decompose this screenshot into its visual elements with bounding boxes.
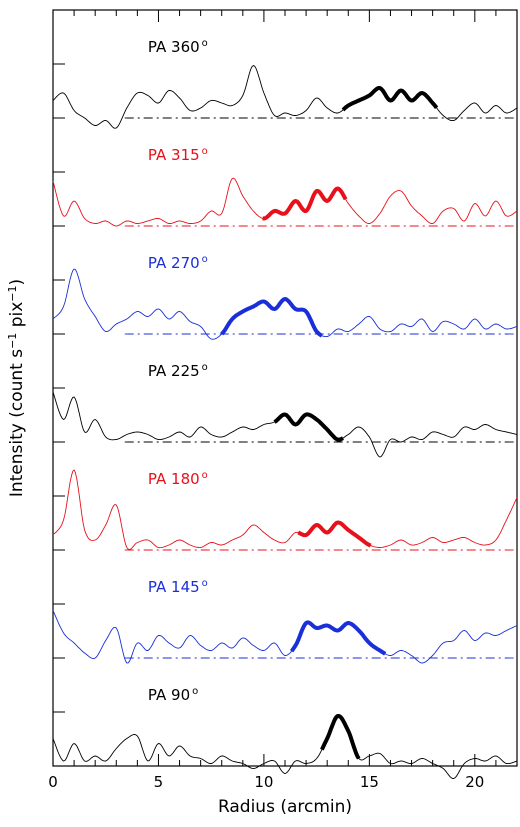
series-label-degree: o bbox=[202, 470, 208, 481]
highlight-segment bbox=[341, 86, 439, 112]
series-line bbox=[52, 469, 518, 550]
series-label: PA 270 o bbox=[148, 254, 208, 272]
y-axis-title-main: Intensity (count s bbox=[7, 349, 27, 497]
x-tick-label: 15 bbox=[360, 773, 379, 791]
series-label: PA 225 o bbox=[148, 362, 208, 380]
panel-pa-315: PA 315 o bbox=[52, 146, 518, 227]
series-label-degree: o bbox=[202, 38, 208, 49]
series-label-text: PA 90 bbox=[148, 686, 190, 704]
series-line bbox=[52, 610, 518, 664]
highlight-segment bbox=[289, 620, 387, 656]
y-axis-title-end: ) bbox=[7, 279, 27, 286]
series-label: PA 90 o bbox=[148, 686, 198, 704]
series-label-text: PA 145 bbox=[148, 578, 200, 596]
series-label: PA 180 o bbox=[148, 470, 208, 488]
highlight-segment bbox=[273, 412, 344, 442]
series-label: PA 360 o bbox=[148, 38, 208, 56]
series-line bbox=[52, 268, 518, 340]
highlight-segment bbox=[320, 714, 361, 760]
plot-frame bbox=[52, 9, 518, 767]
panel-pa-225: PA 225 o bbox=[52, 362, 518, 458]
series-label-text: PA 180 bbox=[148, 470, 200, 488]
series-line bbox=[52, 391, 518, 458]
series-label-degree: o bbox=[202, 578, 208, 589]
series-line bbox=[52, 177, 518, 227]
series-line bbox=[52, 64, 518, 129]
series-label-text: PA 360 bbox=[148, 38, 200, 56]
y-axis-title-sup2: −1 bbox=[6, 285, 19, 301]
y-axis-title-mid: pix bbox=[7, 302, 27, 333]
x-tick-label: 10 bbox=[254, 773, 273, 791]
series-label-text: PA 315 bbox=[148, 146, 200, 164]
series-label-degree: o bbox=[202, 362, 208, 373]
x-axis: 0 5 10 15 20 bbox=[48, 10, 518, 791]
panel-pa-90: PA 90 o bbox=[52, 686, 518, 779]
series-label-text: PA 270 bbox=[148, 254, 200, 272]
series-label-degree: o bbox=[192, 686, 198, 697]
panel-pa-360: PA 360 o bbox=[52, 38, 518, 129]
series-line bbox=[52, 715, 518, 779]
x-tick-label: 20 bbox=[465, 773, 484, 791]
series-label-degree: o bbox=[202, 146, 208, 157]
highlight-segment bbox=[297, 520, 372, 548]
panel-pa-180: PA 180 o bbox=[52, 469, 518, 551]
series-label: PA 145 o bbox=[148, 578, 208, 596]
series-label: PA 315 o bbox=[148, 146, 208, 164]
y-axis-title: Intensity (count s−1 pix−1) bbox=[6, 279, 27, 497]
panel-pa-270: PA 270 o bbox=[52, 254, 518, 340]
x-tick-label: 5 bbox=[154, 773, 164, 791]
series-label-degree: o bbox=[202, 254, 208, 265]
panels-group: PA 360 oPA 315 oPA 270 oPA 225 oPA 180 oPA 14… bbox=[52, 38, 518, 779]
panel-pa-145: PA 145 o bbox=[52, 578, 518, 664]
series-label-text: PA 225 bbox=[148, 362, 200, 380]
y-axis-title-sup1: −1 bbox=[6, 333, 19, 349]
highlight-segment bbox=[261, 186, 348, 221]
x-tick-label: 0 bbox=[48, 773, 58, 791]
x-axis-title: Radius (arcmin) bbox=[218, 797, 352, 817]
highlight-segment bbox=[220, 297, 323, 338]
